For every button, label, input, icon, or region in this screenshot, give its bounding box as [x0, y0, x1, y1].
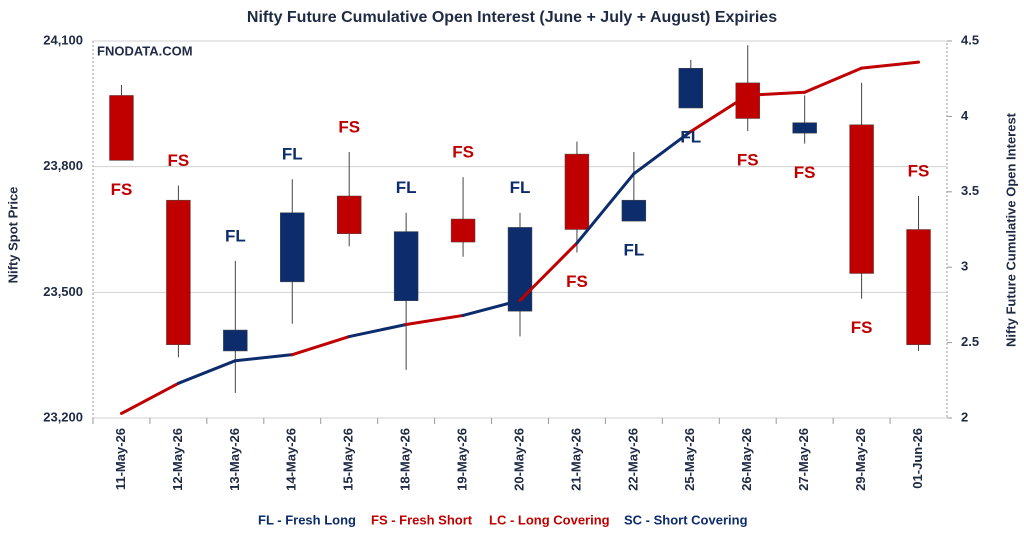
oi-line-segment: [518, 241, 579, 302]
chart-title: Nifty Future Cumulative Open Interest (J…: [247, 9, 777, 26]
x-tick-label: 19-May-26: [455, 428, 470, 491]
signal-label: FL: [623, 241, 644, 260]
x-tick-label: 26-May-26: [739, 428, 754, 491]
signal-label: FL: [282, 145, 303, 164]
candle-body: [906, 229, 931, 345]
signal-label: FS: [794, 163, 816, 182]
x-tick-label: 13-May-26: [227, 428, 242, 491]
x-tick-label: 12-May-26: [170, 428, 185, 491]
oi-line-segment: [689, 93, 750, 133]
y-tick-label: 24,100: [43, 32, 83, 47]
y2-tick-label: 4: [961, 108, 969, 123]
signal-label: FL: [225, 226, 246, 245]
y2-tick-label: 3.5: [961, 183, 979, 198]
signal-label: FL: [680, 128, 701, 147]
candle-body: [735, 82, 760, 119]
oi-line-segment: [290, 335, 351, 357]
oi-line-segment: [575, 172, 636, 245]
candle-body: [223, 329, 248, 352]
y2-tick-label: 3: [961, 259, 968, 274]
y2-tick-label: 4.5: [961, 32, 979, 47]
y2-tick-label: 2.5: [961, 334, 979, 349]
candle-body: [393, 231, 419, 301]
x-tick-label: 25-May-26: [682, 428, 697, 491]
candle-body: [450, 218, 476, 243]
signal-label: FS: [566, 272, 588, 291]
signal-label: FL: [396, 178, 417, 197]
oi-line-segment: [176, 359, 237, 385]
x-tick-label: 21-May-26: [568, 428, 583, 491]
legend-entry: FL - Fresh Long: [258, 512, 356, 527]
legend-entry: FS - Fresh Short: [371, 512, 473, 527]
signal-label: FS: [338, 117, 360, 136]
x-tick-label: 14-May-26: [284, 428, 299, 491]
y2-tick-label: 2: [961, 409, 968, 424]
y2-axis-label: Nifty Future Cumulative Open Interest: [1003, 112, 1018, 347]
candle-body: [336, 195, 362, 234]
x-tick-label: 27-May-26: [796, 428, 811, 491]
signal-label: FS: [851, 318, 873, 337]
legend-entry: LC - Long Covering: [489, 512, 610, 527]
candle-body: [564, 153, 590, 230]
signal-label: FS: [908, 161, 930, 180]
y-tick-label: 23,800: [43, 158, 83, 173]
oi-line-segment: [632, 129, 693, 176]
x-tick-label: 15-May-26: [341, 428, 356, 491]
x-tick-label: 01-Jun-26: [910, 428, 925, 489]
candle-body: [280, 212, 305, 283]
candle-body: [621, 199, 647, 222]
signal-label: FS: [168, 151, 190, 170]
candle-body: [792, 122, 817, 134]
oi-line-segment: [461, 298, 522, 317]
x-tick-label: 29-May-26: [853, 428, 868, 491]
oi-line-segment: [404, 313, 465, 327]
watermark: FNODATA.COM: [97, 43, 193, 58]
signal-label: FS: [111, 180, 133, 199]
oi-line-segment: [233, 353, 294, 363]
y-tick-label: 23,200: [43, 409, 83, 424]
y-tick-label: 23,500: [43, 284, 83, 299]
x-tick-label: 18-May-26: [398, 428, 413, 491]
candle-body: [109, 95, 134, 161]
signal-label: FS: [737, 151, 759, 170]
candle-body: [507, 227, 533, 312]
oi-line-segment: [119, 381, 180, 415]
signal-label: FL: [510, 178, 531, 197]
y-axis-label: Nifty Spot Price: [5, 187, 20, 284]
legend-entry: SC - Short Covering: [624, 512, 748, 527]
x-tick-label: 22-May-26: [625, 428, 640, 491]
candle-body: [849, 124, 874, 274]
oi-line-segment: [347, 323, 408, 339]
x-tick-label: 20-May-26: [511, 428, 526, 491]
candle-body: [678, 67, 704, 109]
oi-line-segment: [860, 60, 921, 70]
x-tick-label: 11-May-26: [113, 428, 128, 490]
candle-body: [166, 199, 191, 345]
oi-line-segment: [746, 90, 807, 97]
signal-label: FS: [452, 143, 474, 162]
oi-line-segment: [803, 66, 864, 94]
